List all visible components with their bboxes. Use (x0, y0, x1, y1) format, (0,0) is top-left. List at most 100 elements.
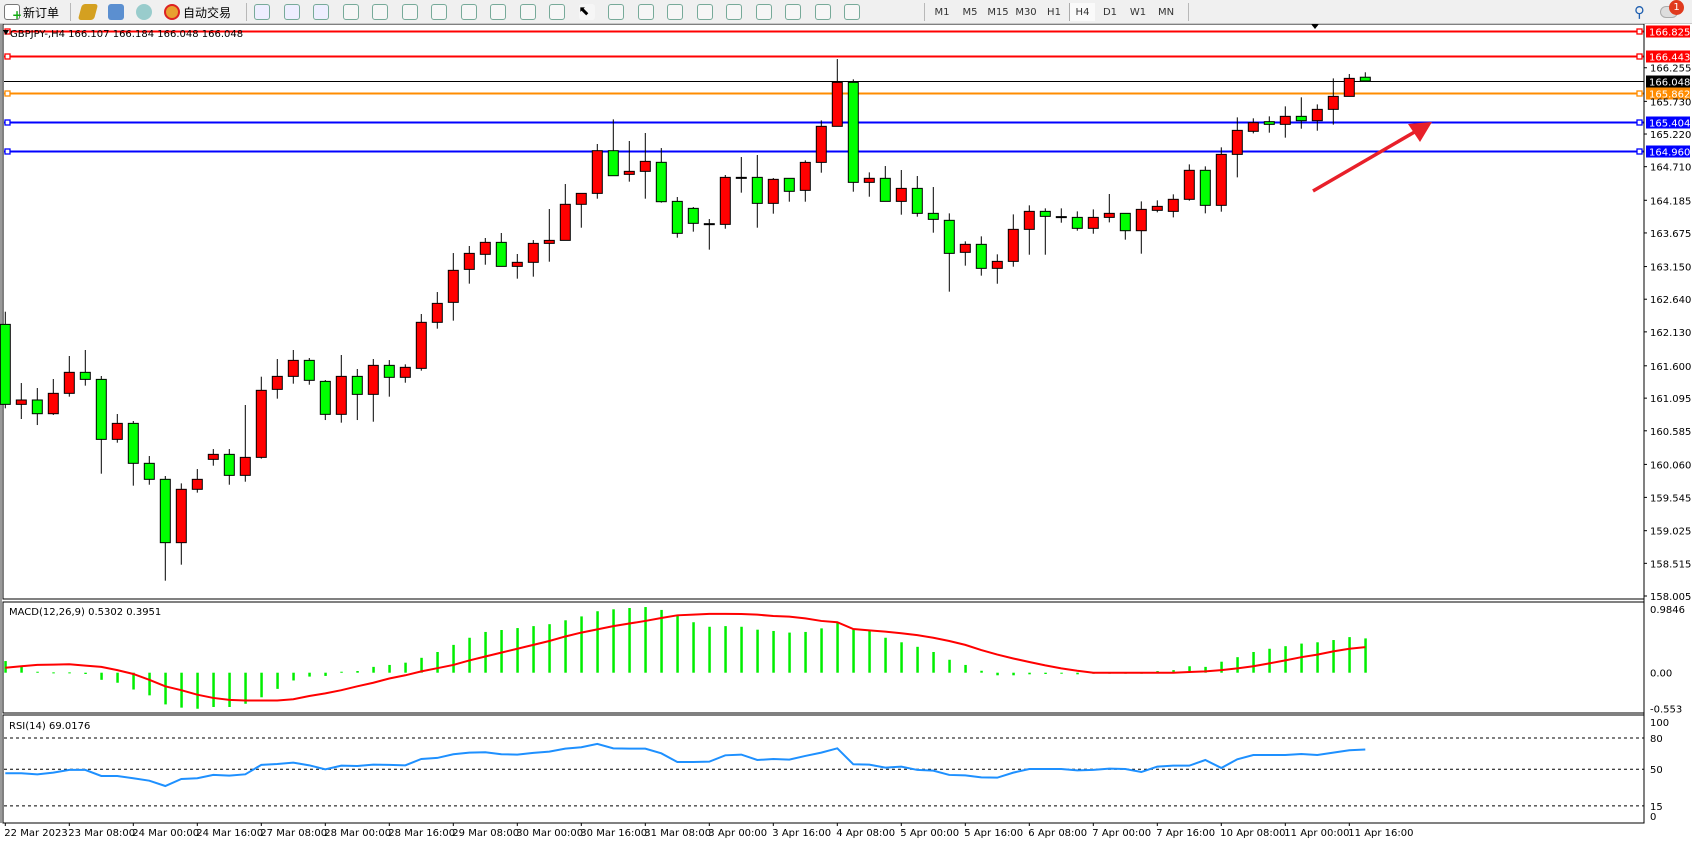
text-icon (785, 4, 801, 20)
timeframe-m5[interactable]: M5 (962, 6, 978, 18)
candle (783, 177, 795, 202)
line-chart-button[interactable] (313, 2, 332, 22)
auto-trading-button[interactable]: 自动交易 (164, 2, 231, 22)
history-button[interactable] (108, 2, 127, 22)
time-axis-label: 10 Apr 08:00 (1220, 828, 1285, 839)
zoom-in-button[interactable] (342, 2, 362, 22)
macd-bar (1076, 672, 1079, 675)
time-axis-label: 3 Apr 16:00 (772, 828, 831, 839)
candle (47, 378, 59, 415)
arrows-button[interactable] (844, 2, 863, 22)
chart-shift-marker-icon[interactable] (1311, 24, 1319, 29)
bar-chart-button[interactable] (254, 2, 273, 22)
toolbar: + 新订单 自动交易 ⬉ M1 M5 M15 M30 H1 H4 D1 W1 MN ⚲ 1 (0, 0, 1692, 24)
candle (15, 383, 27, 420)
separator (246, 3, 247, 21)
candle (1055, 208, 1067, 223)
separator (70, 3, 71, 21)
line-handle[interactable] (4, 119, 11, 126)
macd-bar (516, 628, 519, 673)
crosshair-button[interactable] (608, 2, 627, 22)
macd-bar (804, 631, 807, 673)
timeframe-m15[interactable]: M15 (987, 6, 1009, 18)
candle-body (1311, 108, 1323, 122)
price-axis-label: 162.130 (1650, 328, 1691, 339)
candle-body (927, 212, 939, 220)
periods-button[interactable] (519, 2, 539, 22)
timeframe-m30[interactable]: M30 (1015, 6, 1037, 18)
auto-scroll-button[interactable] (431, 2, 450, 22)
price-axis-label: 166.255 (1650, 64, 1691, 75)
rsi-axis-label: 50 (1650, 765, 1663, 776)
candle (303, 357, 315, 385)
timeframe-h1[interactable]: H1 (1047, 6, 1061, 18)
indicators-button[interactable] (490, 2, 509, 22)
separator (1188, 3, 1189, 21)
notifications-button[interactable]: 1 (1660, 0, 1684, 22)
candle-body (415, 321, 427, 369)
candle-body (511, 261, 523, 267)
time-axis-label: 28 Mar 16:00 (388, 828, 455, 839)
candle-body (447, 269, 459, 303)
line-handle[interactable] (1636, 53, 1643, 60)
candle (287, 349, 299, 384)
candle-body (687, 207, 699, 224)
gold-button[interactable] (77, 2, 99, 22)
line-chart-icon (313, 4, 329, 20)
trendline-button[interactable] (696, 2, 716, 22)
candle-body (1087, 216, 1099, 229)
timeframe-d1[interactable]: D1 (1102, 6, 1118, 18)
macd-bar (612, 609, 615, 673)
cursor-button[interactable]: ⬉ (578, 2, 598, 22)
line-handle[interactable] (1636, 148, 1643, 155)
timeframe-w1[interactable]: W1 (1129, 6, 1147, 18)
timeframe-m1[interactable]: M1 (934, 6, 950, 18)
line-handle[interactable] (1636, 90, 1643, 97)
line-handle[interactable] (1636, 119, 1643, 126)
candle-body (575, 192, 587, 205)
fibo-fan-button[interactable] (755, 2, 775, 22)
text-label-button[interactable] (814, 2, 834, 22)
line-handle[interactable] (1636, 28, 1643, 35)
search-button[interactable]: ⚲ (1634, 2, 1645, 22)
crosshair-icon (608, 4, 624, 20)
chart-shift-button[interactable] (460, 2, 480, 22)
candle-body (63, 371, 75, 394)
macd-bar (676, 615, 679, 673)
macd-bar (596, 611, 599, 673)
templates-button[interactable] (549, 2, 568, 22)
candle-body (1199, 169, 1211, 206)
zoom-out-button[interactable] (372, 2, 391, 22)
line-handle[interactable] (4, 148, 11, 155)
line-handle[interactable] (4, 53, 11, 60)
macd-bar (308, 672, 311, 677)
timeframe-h4[interactable]: H4 (1069, 3, 1095, 21)
price-tag-label: 165.862 (1649, 90, 1690, 101)
candle (463, 246, 475, 284)
candle-body (655, 161, 667, 203)
candle-body (1247, 122, 1259, 132)
candle-body (223, 453, 235, 476)
candle-body (527, 242, 539, 263)
horizontal-line-button[interactable] (667, 2, 686, 22)
macd-bar (1332, 640, 1335, 673)
new-order-button[interactable]: + 新订单 (4, 2, 59, 22)
tile-windows-icon (401, 4, 418, 20)
candlestick-button[interactable] (283, 2, 303, 22)
candle (399, 364, 411, 383)
time-axis-label: 28 Mar 00:00 (324, 828, 391, 839)
fibo-button[interactable] (726, 2, 745, 22)
candle (991, 254, 1003, 284)
tile-windows-button[interactable] (401, 2, 421, 22)
price-tag (1646, 75, 1690, 88)
timeframe-mn[interactable]: MN (1157, 6, 1175, 18)
text-button[interactable] (785, 2, 804, 22)
signals-button[interactable] (136, 2, 155, 22)
macd-bar (356, 671, 359, 673)
candle-body (1167, 198, 1179, 212)
macd-axis-label: 0.9846 (1650, 605, 1685, 616)
vertical-line-button[interactable] (637, 2, 657, 22)
line-handle[interactable] (4, 90, 11, 97)
candle-body (31, 399, 43, 415)
